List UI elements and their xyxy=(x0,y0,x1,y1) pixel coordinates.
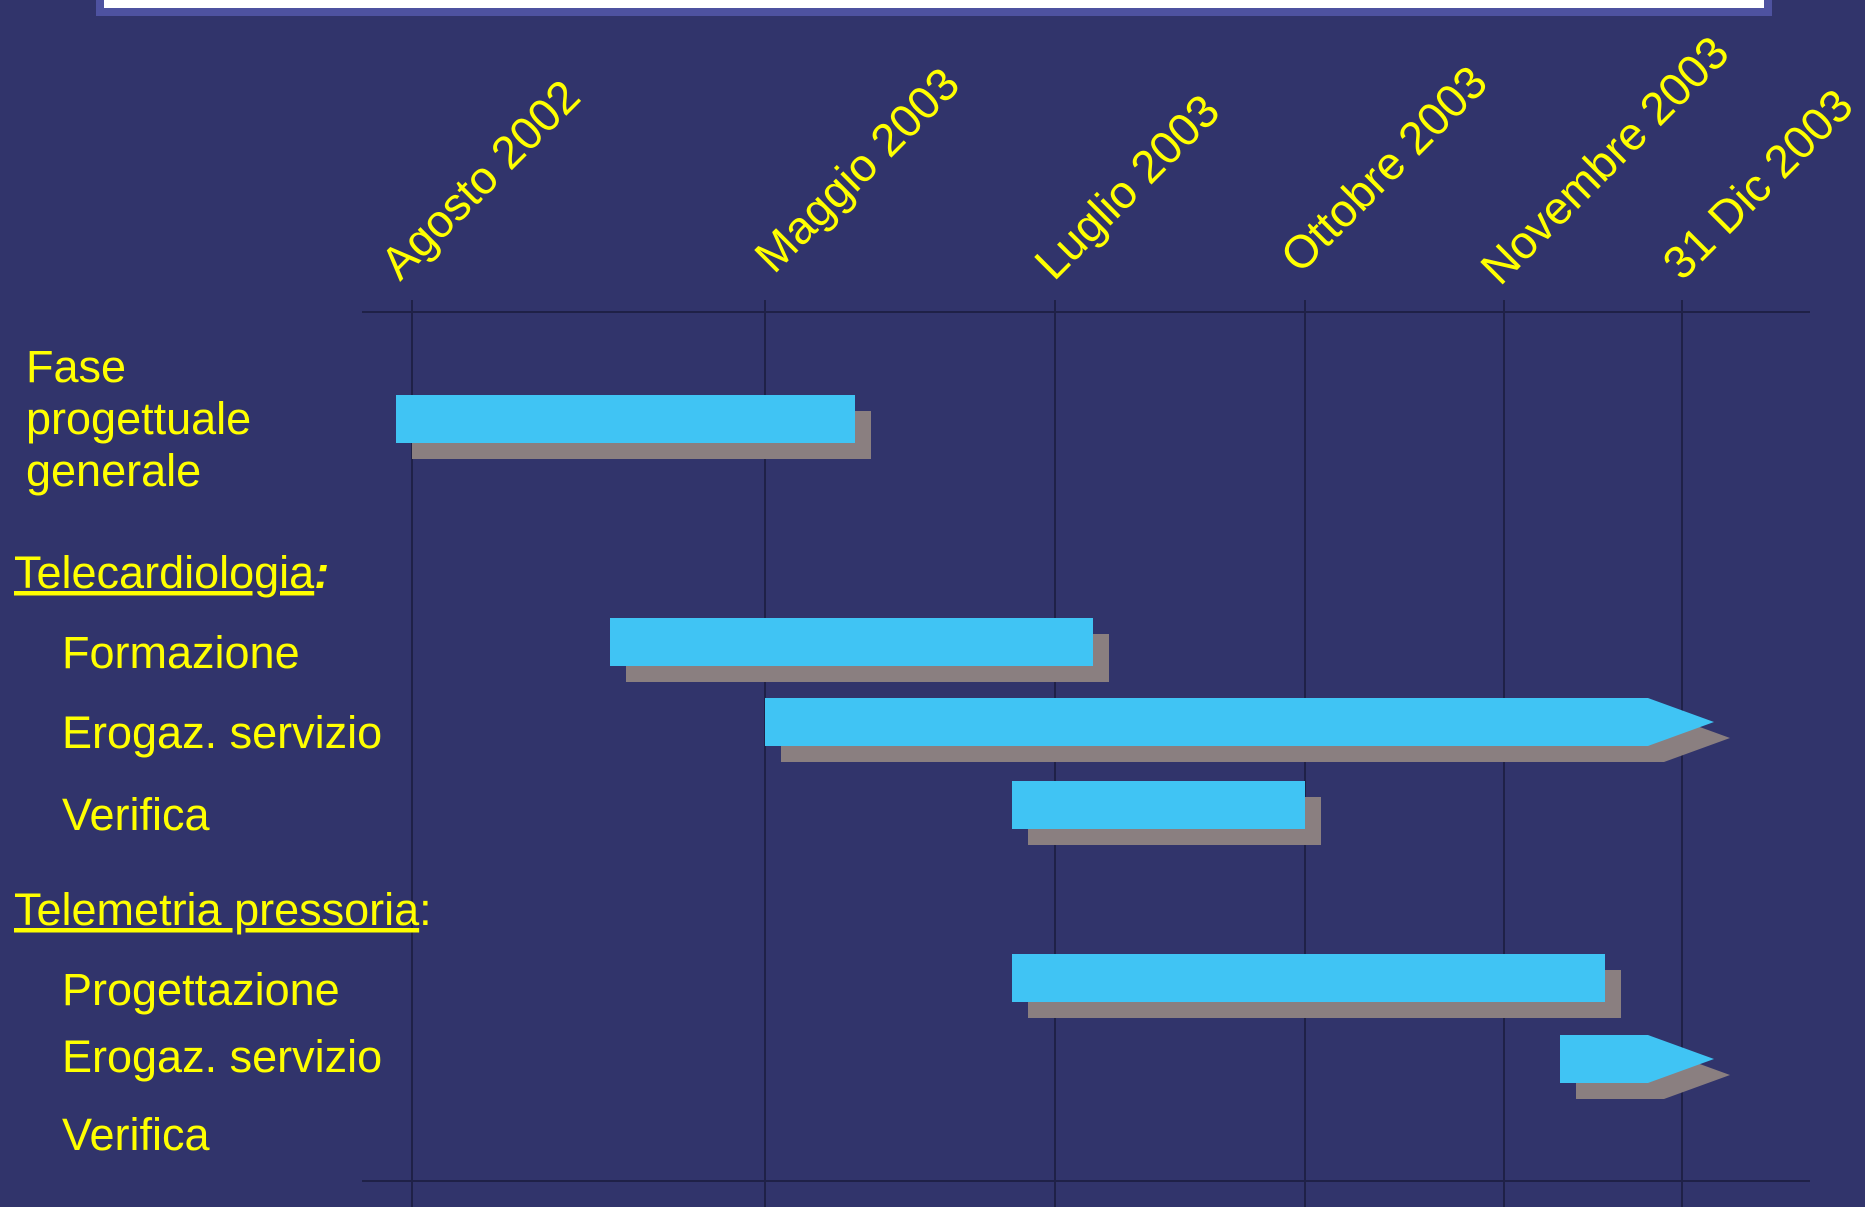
title-box xyxy=(104,0,1764,8)
column-label: Agosto 2002 xyxy=(370,70,589,289)
section-label-suffix: : xyxy=(314,547,329,598)
task-label: Erogaz. servizio xyxy=(62,1031,382,1082)
task-label: Verifica xyxy=(62,1109,211,1160)
gantt-bar-fill xyxy=(1012,954,1605,1002)
gantt-bar-fill xyxy=(610,618,1093,666)
bars-layer xyxy=(396,395,1730,1099)
task-label: Fase xyxy=(26,341,126,392)
column-label: Maggio 2003 xyxy=(744,57,969,282)
gantt-bar xyxy=(1012,781,1321,845)
gantt-bar xyxy=(396,395,871,459)
gantt-bar xyxy=(1012,954,1621,1018)
task-label: Erogaz. servizio xyxy=(62,707,382,758)
gantt-bar xyxy=(610,618,1109,682)
title-frame xyxy=(96,0,1772,16)
task-label: Formazione xyxy=(62,627,300,678)
gantt-bar xyxy=(765,698,1730,762)
section-label: Telemetria pressoria: xyxy=(14,884,432,935)
gantt-bar xyxy=(1560,1035,1730,1099)
section-label-text: Telecardiologia xyxy=(14,547,315,598)
task-label: generale xyxy=(26,445,201,496)
row-labels: Fase progettuale generale Telecardiologi… xyxy=(14,341,432,1160)
gantt-bar-fill xyxy=(765,698,1714,746)
task-label: Progettazione xyxy=(62,964,340,1015)
column-labels: Agosto 2002 Maggio 2003 Luglio 2003 Otto… xyxy=(370,26,1862,294)
column-label: Ottobre 2003 xyxy=(1270,55,1497,282)
task-label: Verifica xyxy=(62,789,211,840)
gantt-bar-fill xyxy=(1560,1035,1714,1083)
gantt-bar-fill xyxy=(396,395,855,443)
section-label-suffix: : xyxy=(419,884,432,935)
section-label-text: Telemetria pressoria xyxy=(14,884,420,935)
task-label: progettuale xyxy=(26,393,251,444)
column-label: Luglio 2003 xyxy=(1024,84,1229,289)
gantt-bar-fill xyxy=(1012,781,1305,829)
section-label: Telecardiologia: xyxy=(14,547,329,598)
